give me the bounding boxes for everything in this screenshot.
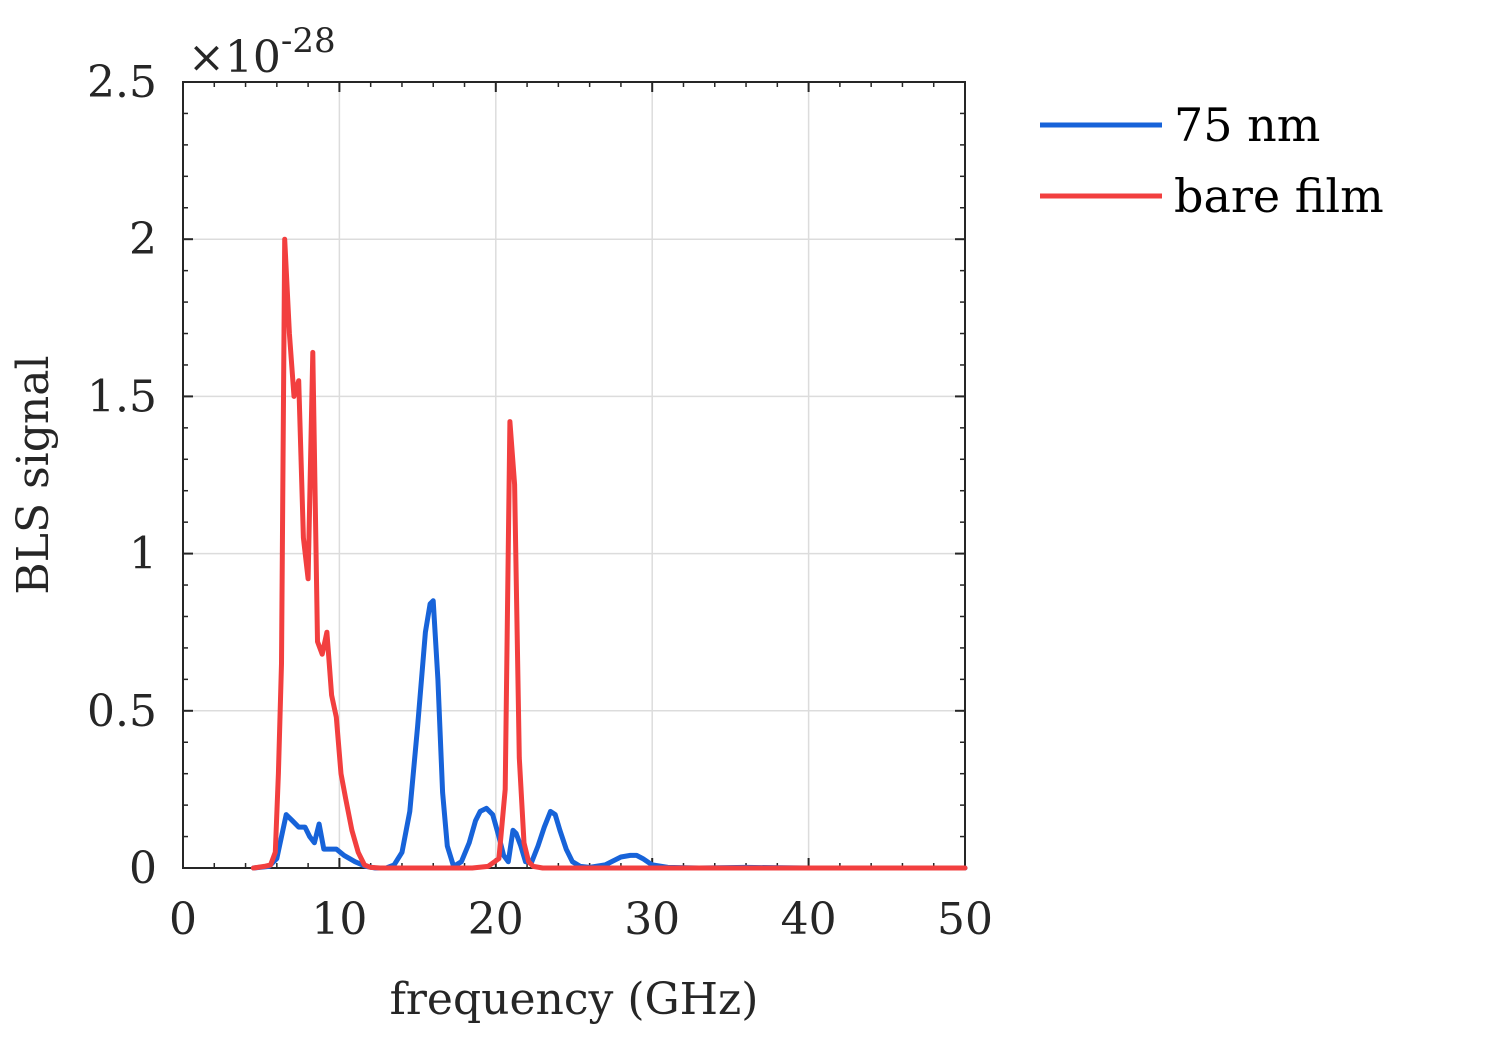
y-exponent-label: ×10-28 xyxy=(188,21,336,83)
x-axis-label: frequency (GHz) xyxy=(390,974,759,1025)
y-exponent-power: -28 xyxy=(281,21,336,61)
x-tick-label: 10 xyxy=(311,894,367,945)
series-lines xyxy=(250,236,968,871)
x-tick-label: 40 xyxy=(781,894,837,945)
legend: 75 nm bare film xyxy=(1040,98,1384,223)
y-tick-label: 1.5 xyxy=(87,371,157,422)
y-tick-label: 0 xyxy=(129,843,157,894)
y-tick-label: 1 xyxy=(129,529,157,580)
y-tick-label: 2 xyxy=(129,214,157,265)
legend-label-75nm: 75 nm xyxy=(1174,98,1320,152)
y-tick-label: 0.5 xyxy=(87,686,157,737)
legend-label-bare-film: bare film xyxy=(1174,169,1384,223)
x-tick-label: 20 xyxy=(468,894,524,945)
axis-ticks: 0 10 20 30 40 50 0 0.5 1 1.5 2 2.5 xyxy=(87,57,993,945)
x-tick-label: 30 xyxy=(624,894,680,945)
y-tick-label: 2.5 xyxy=(87,57,157,108)
series-line-bare-film xyxy=(250,236,968,871)
x-tick-label: 0 xyxy=(169,894,197,945)
x-tick-label: 50 xyxy=(937,894,993,945)
y-axis-label: BLS signal xyxy=(8,355,59,594)
series-line-75nm xyxy=(250,598,968,871)
